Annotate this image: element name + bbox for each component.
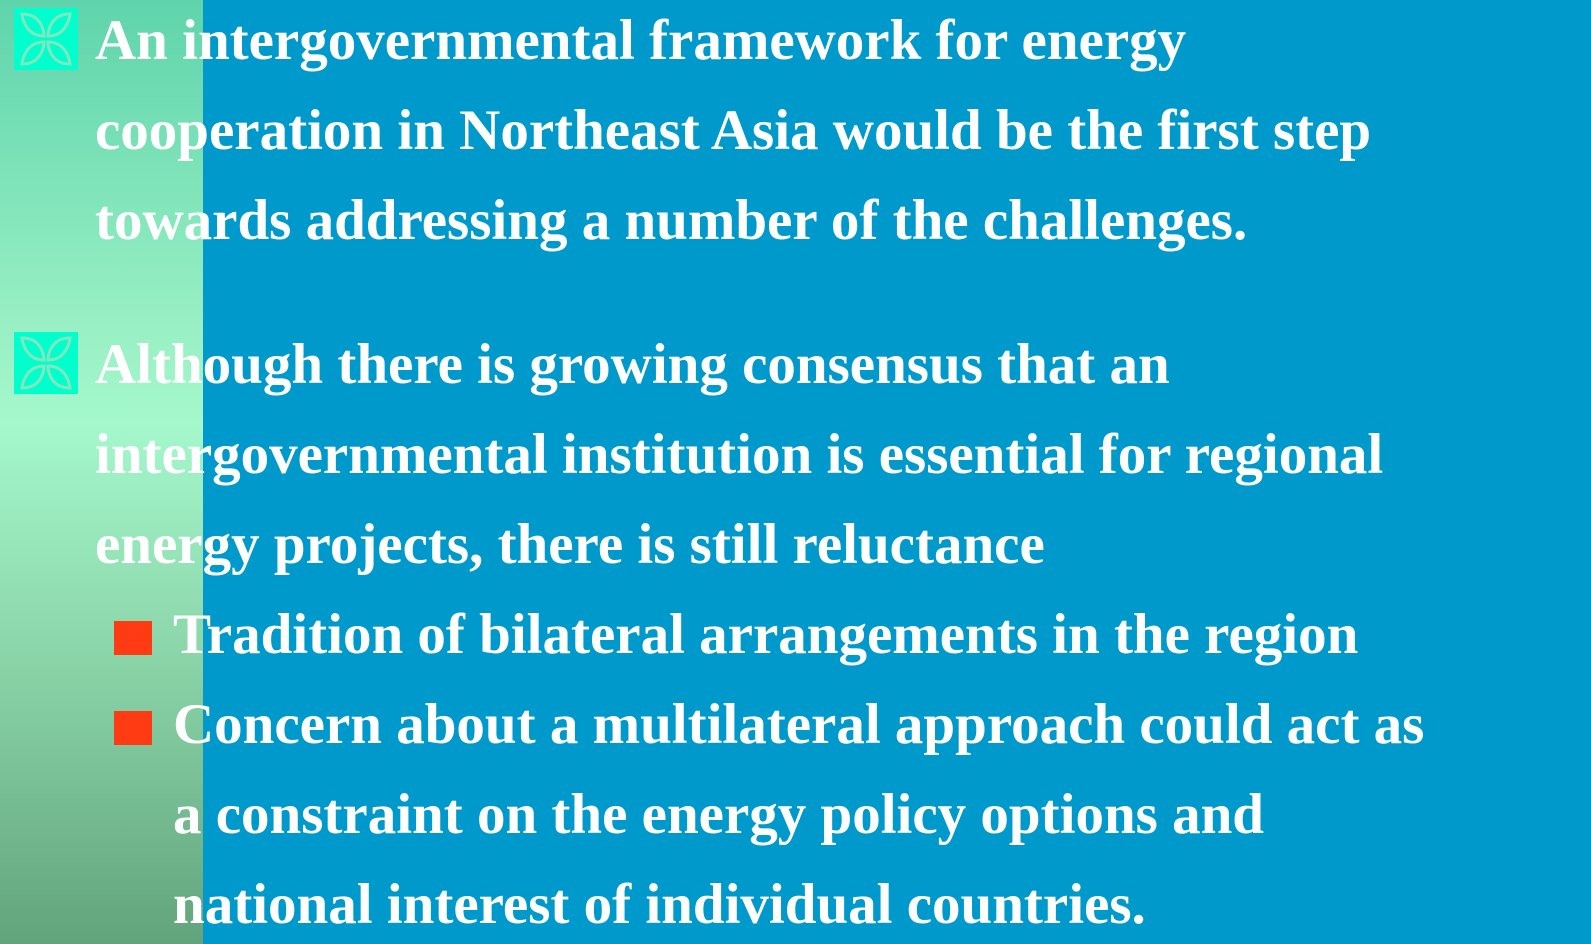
sub-bullet-marker <box>114 711 152 745</box>
bullet-text: cooperation in Northeast Asia would be t… <box>95 99 1372 162</box>
bullet-text: intergovernmental institution is essenti… <box>95 423 1384 486</box>
sub-bullet-text: Tradition of bilateral arrangements in t… <box>173 603 1359 666</box>
bullet-text: energy projects, there is still reluctan… <box>95 513 1045 576</box>
side-panel <box>0 0 203 944</box>
bullet-text: towards addressing a number of the chall… <box>95 189 1248 252</box>
sub-bullet-text: a constraint on the energy policy option… <box>173 783 1264 846</box>
sub-bullet-marker <box>114 621 152 655</box>
bullet-icon <box>14 332 78 394</box>
bullet-text: An intergovernmental framework for energ… <box>95 9 1187 72</box>
bullet-icon <box>14 8 78 70</box>
sub-bullet-text: national interest of individual countrie… <box>173 873 1146 936</box>
sub-bullet-text: Concern about a multilateral approach co… <box>173 693 1425 756</box>
bullet-text: Although there is growing consensus that… <box>95 333 1170 396</box>
